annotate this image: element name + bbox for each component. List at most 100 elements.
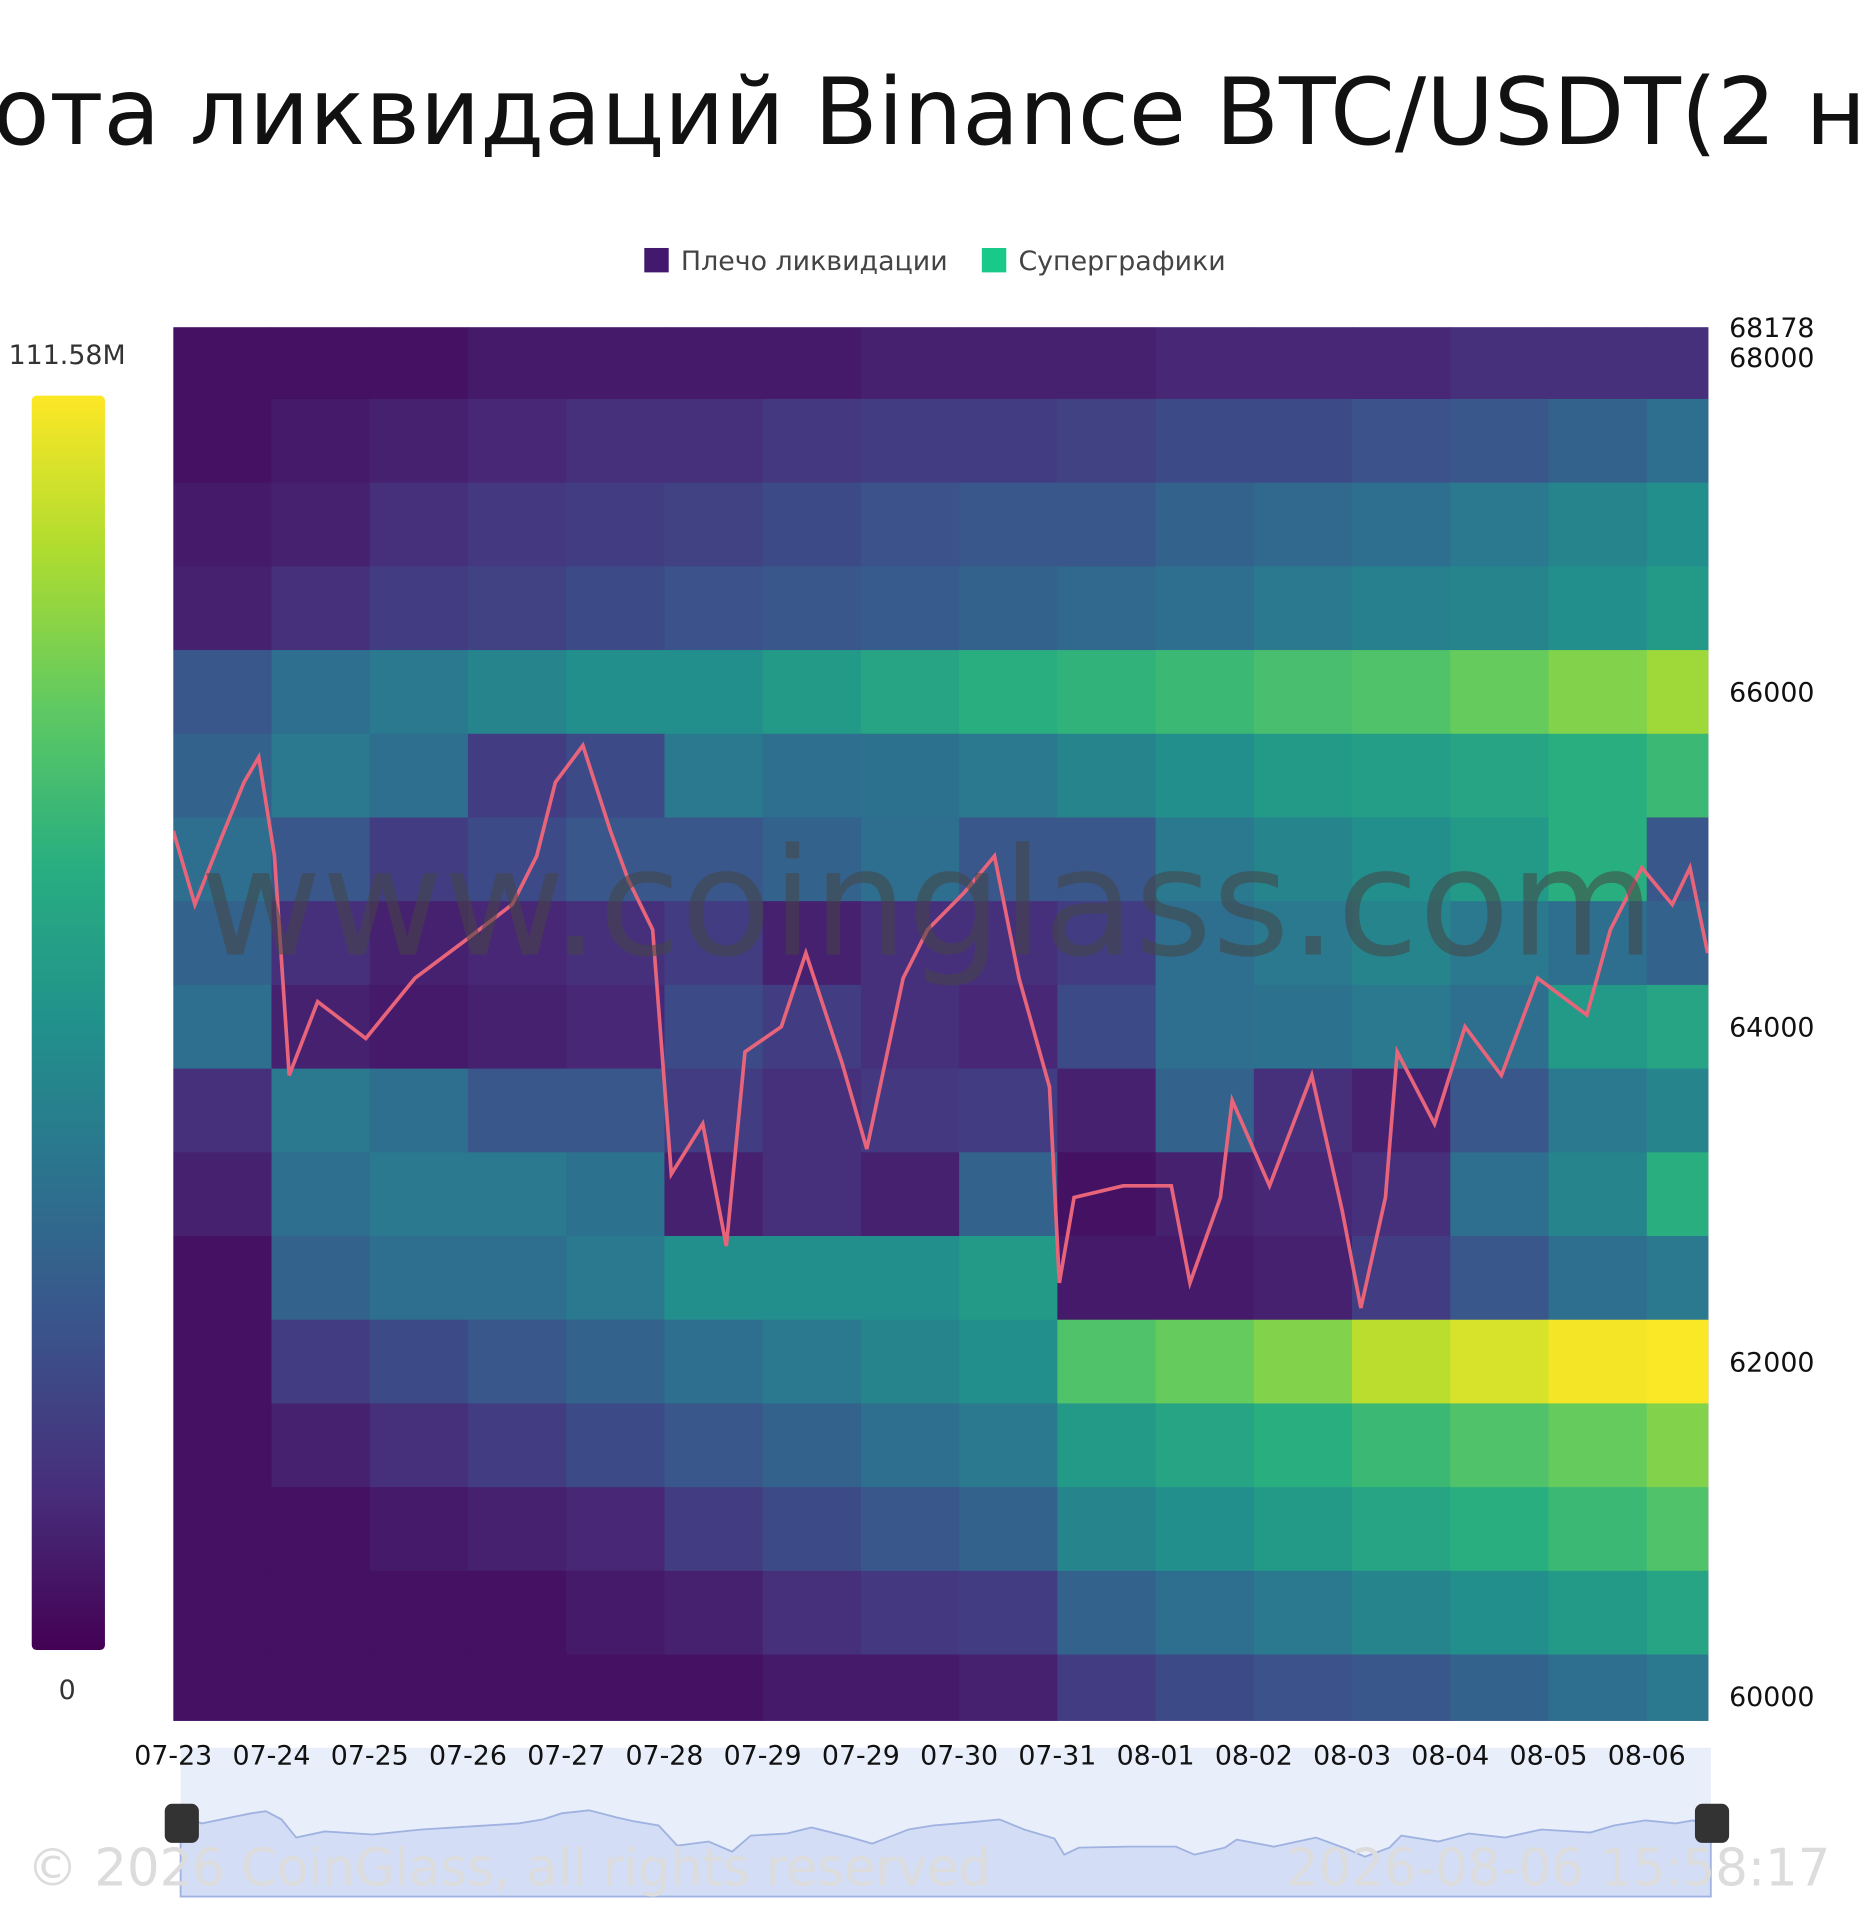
heatmap-cell <box>1057 1236 1157 1321</box>
heatmap-cell <box>1253 482 1353 567</box>
heatmap-cell <box>369 1319 469 1405</box>
heatmap-cell <box>1352 817 1451 902</box>
heatmap-cell <box>173 398 273 484</box>
heatmap-cell <box>467 1152 567 1237</box>
heatmap-cell <box>664 1403 764 1488</box>
heatmap-cell <box>1548 1654 1648 1721</box>
heatmap-cell <box>860 482 960 567</box>
heatmap-cell <box>566 327 666 400</box>
heatmap-cell <box>1155 984 1255 1070</box>
heatmap-cell <box>860 1654 960 1721</box>
heatmap-cell <box>1253 566 1353 651</box>
heatmap-cell <box>959 1570 1058 1656</box>
heatmap-cell <box>369 398 469 484</box>
heatmap-cell <box>271 1403 371 1488</box>
heatmap-cell <box>762 984 862 1070</box>
heatmap-cell <box>1057 1654 1157 1721</box>
heatmap-cell <box>369 1068 469 1153</box>
heatmap-cell <box>1450 566 1550 651</box>
heatmap-cell <box>1548 1487 1648 1572</box>
heatmap-cell <box>762 398 862 484</box>
heatmap-cell <box>1548 1403 1648 1488</box>
heatmap-cell <box>566 1152 666 1237</box>
heatmap-cell <box>1352 1068 1451 1153</box>
heatmap-cell <box>959 327 1058 400</box>
heatmap-cell <box>369 1403 469 1488</box>
heatmap-cell <box>1155 1654 1255 1721</box>
y-tick-label: 66000 <box>1729 678 1814 709</box>
heatmap-cell <box>664 733 764 819</box>
heatmap-cell <box>1450 733 1550 819</box>
heatmap-cell <box>762 482 862 567</box>
heatmap-cell <box>467 1403 567 1488</box>
heatmap-cell <box>1155 566 1255 651</box>
heatmap-cell <box>1352 327 1451 400</box>
heatmap-cell <box>1057 1152 1157 1237</box>
heatmap-cell <box>860 984 960 1070</box>
heatmap-cell <box>959 1068 1058 1153</box>
heatmap-cell <box>566 1403 666 1488</box>
heatmap-cell <box>762 1487 862 1572</box>
heatmap-cell <box>1155 1487 1255 1572</box>
x-tick-label: 07-27 <box>527 1741 605 1772</box>
heatmap-cell <box>271 482 371 567</box>
heatmap-cell <box>1253 1068 1353 1153</box>
heatmap-cell <box>467 817 567 902</box>
heatmap-cell <box>860 398 960 484</box>
heatmap-cell <box>1155 1152 1255 1237</box>
heatmap-cell <box>173 1236 273 1321</box>
heatmap-cell <box>664 984 764 1070</box>
navigator-handle[interactable] <box>1694 1803 1730 1843</box>
heatmap-cell <box>664 566 764 651</box>
navigator-handle[interactable] <box>164 1803 199 1843</box>
colorbar-label: 0 <box>59 1675 76 1706</box>
heatmap-cell <box>1253 901 1353 986</box>
navigator-series <box>179 1809 1712 1898</box>
heatmap-cell <box>1155 327 1255 400</box>
heatmap-cell <box>860 1068 960 1153</box>
heatmap-cell <box>1253 817 1353 902</box>
heatmap-cell <box>762 650 862 735</box>
x-tick-label: 08-04 <box>1411 1741 1489 1772</box>
heatmap-cell <box>1155 733 1255 819</box>
heatmap-cell <box>271 817 371 902</box>
heatmap-cell <box>1253 733 1353 819</box>
heatmap-cell <box>173 1319 273 1405</box>
heatmap-cell <box>467 901 567 986</box>
heatmap-cell <box>1253 1403 1353 1488</box>
heatmap-cell <box>1450 1319 1550 1405</box>
heatmap-cell <box>467 1068 567 1153</box>
heatmap-cell <box>664 482 764 567</box>
heatmap-cell <box>1253 984 1353 1070</box>
heatmap-cell <box>1155 901 1255 986</box>
heatmap-cell <box>959 482 1058 567</box>
heatmap-cell <box>271 733 371 819</box>
heatmap-cell <box>1548 733 1648 819</box>
heatmap-cell <box>664 327 764 400</box>
x-tick-label: 07-26 <box>429 1741 507 1772</box>
heatmap-cell <box>1352 1654 1451 1721</box>
heatmap-cell <box>959 984 1058 1070</box>
heatmap-cell <box>1548 1068 1648 1153</box>
heatmap-cell <box>1548 650 1648 735</box>
heatmap-cell <box>173 482 273 567</box>
heatmap-cell <box>1548 1570 1648 1656</box>
heatmap-cell <box>1646 1487 1709 1572</box>
heatmap-cell <box>1646 482 1709 567</box>
heatmap-cell <box>1450 1068 1550 1153</box>
heatmap-cell <box>369 1152 469 1237</box>
heatmap-cell <box>1646 1319 1709 1405</box>
heatmap-cell <box>664 1236 764 1321</box>
legend-swatch <box>644 247 669 273</box>
heatmap-cell <box>1057 1403 1157 1488</box>
heatmap-cell <box>1253 1319 1353 1405</box>
heatmap-cell <box>369 482 469 567</box>
heatmap-cell <box>860 1403 960 1488</box>
heatmap-cell <box>664 650 764 735</box>
heatmap-cell <box>664 1570 764 1656</box>
heatmap-cell <box>860 650 960 735</box>
heatmap-cell <box>1057 817 1157 902</box>
heatmap-cell <box>271 901 371 986</box>
heatmap-cell <box>959 1152 1058 1237</box>
heatmap-cell <box>369 817 469 902</box>
